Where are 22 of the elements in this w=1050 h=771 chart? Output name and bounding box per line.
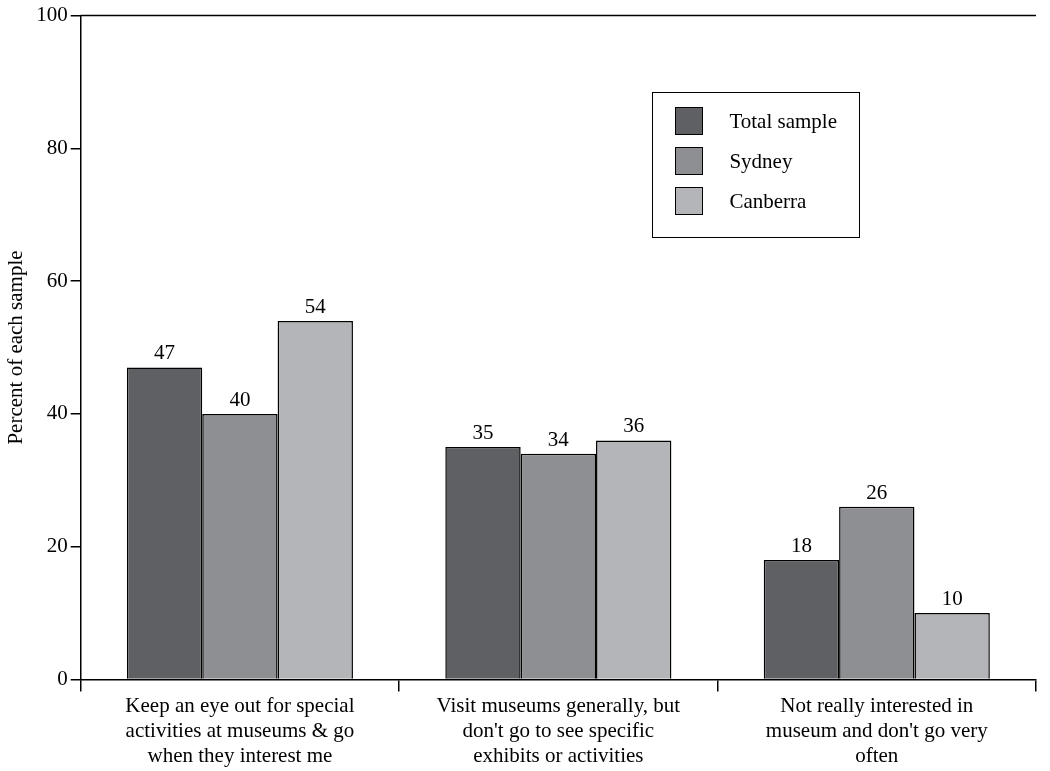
y-tick-label: 60: [46, 267, 68, 292]
x-tick-label: Not really interested in museum and don't go very often: [765, 692, 989, 767]
y-tick-label: 0: [57, 665, 68, 690]
data-label: 36: [623, 413, 645, 438]
legend-label: Canberra: [729, 188, 807, 214]
y-tick-label: 80: [46, 134, 68, 159]
y-tick-label: 100: [36, 2, 68, 27]
data-label: 10: [941, 586, 963, 611]
data-label: 26: [866, 479, 888, 504]
y-tick-label: 20: [46, 533, 68, 558]
x-tick-label: Visit museums generally, but don't go to see specific exhibits or activities: [436, 692, 681, 767]
y-tick-label: 40: [46, 400, 68, 425]
data-label: 35: [472, 420, 494, 445]
legend-label: Sydney: [729, 148, 793, 174]
y-axis-title: Percent of each sample: [3, 250, 28, 445]
data-label: 34: [547, 426, 570, 451]
data-label: 47: [154, 340, 176, 365]
data-label: 54: [304, 293, 327, 318]
data-label: 40: [229, 386, 251, 411]
data-label: 18: [790, 532, 812, 557]
x-tick-label: Keep an eye out for special activities at museums & go when they interest me: [125, 692, 355, 767]
legend-label: Total sample: [729, 108, 837, 134]
